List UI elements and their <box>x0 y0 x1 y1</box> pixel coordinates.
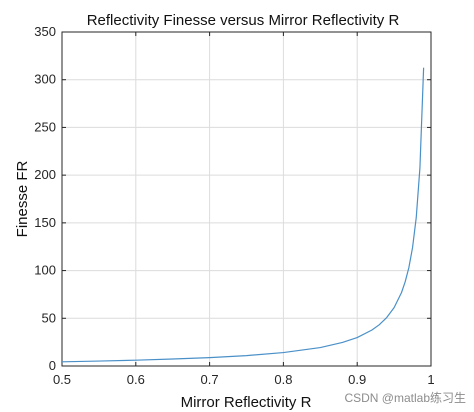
watermark: CSDN @matlab练习生 <box>344 390 466 405</box>
x-tick-label: 0.8 <box>274 372 292 387</box>
x-tick-label: 0.6 <box>127 372 145 387</box>
y-tick-label: 250 <box>34 119 56 134</box>
grid-lines <box>62 32 431 366</box>
x-axis-label: Mirror Reflectivity R <box>181 394 312 411</box>
x-tick-label: 0.9 <box>348 372 366 387</box>
series-line <box>61 67 425 363</box>
plot-area <box>61 31 432 367</box>
series-layer <box>61 67 425 363</box>
y-tick-label: 300 <box>34 72 56 87</box>
y-tick-label: 150 <box>34 215 56 230</box>
axis-ticks: 0.5 0.6 0.7 0.8 0.9 1 0 50 100 150 200 250 300 350 <box>34 24 434 387</box>
y-tick-label: 200 <box>34 167 56 182</box>
y-tick-label: 350 <box>34 24 56 39</box>
x-tick-label: 0.7 <box>201 372 219 387</box>
y-tick-label: 100 <box>34 263 56 278</box>
chart-title: Reflectivity Finesse versus Mirror Refle… <box>87 12 400 29</box>
x-tick-label: 0.5 <box>53 372 71 387</box>
y-tick-label: 50 <box>42 310 56 325</box>
y-tick-label: 0 <box>49 358 56 373</box>
y-axis-label: Finesse FR <box>14 160 31 237</box>
x-tick-label: 1 <box>427 372 434 387</box>
